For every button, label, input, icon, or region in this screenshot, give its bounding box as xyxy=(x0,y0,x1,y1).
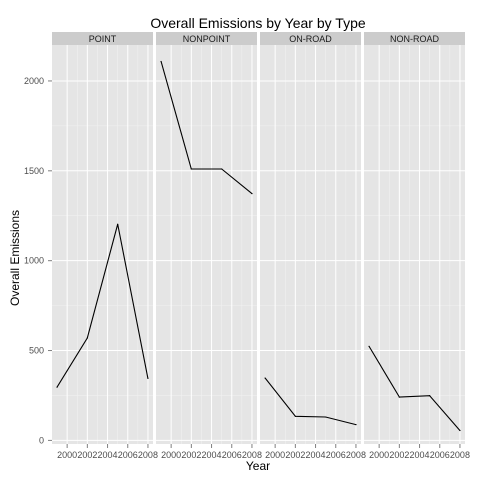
x-tick-label: 2008 xyxy=(138,450,158,460)
x-tick-label: 2004 xyxy=(98,450,118,460)
y-tick-label: 2000 xyxy=(24,76,44,86)
panel-background xyxy=(260,45,361,444)
x-tick-label: 2002 xyxy=(285,450,305,460)
panel-point: POINT 2000 2002 2004 2006 2008 xyxy=(52,32,158,460)
panel-nonpoint: NONPOINT 2000 2002 2004 2006 2008 xyxy=(156,32,262,460)
data-point xyxy=(325,416,327,418)
x-axis-title: Year xyxy=(246,459,270,473)
x-tick-label: 2000 xyxy=(369,450,389,460)
data-point xyxy=(117,223,119,225)
x-tick-label: 2006 xyxy=(430,450,450,460)
x-tick-label: 2000 xyxy=(57,450,77,460)
y-tick-label: 500 xyxy=(29,346,44,356)
panel-background xyxy=(52,45,153,444)
y-tick-label: 1500 xyxy=(24,166,44,176)
x-tick-label: 2004 xyxy=(202,450,222,460)
data-point xyxy=(429,395,431,397)
data-point xyxy=(160,60,162,63)
data-point xyxy=(190,168,192,170)
y-tick-label: 1000 xyxy=(24,256,44,266)
x-tick-label: 2002 xyxy=(389,450,409,460)
strip-label: POINT xyxy=(89,34,117,44)
strip-background xyxy=(364,32,465,45)
y-axis: 0 500 1000 1500 2000 xyxy=(24,76,52,445)
y-tick-label: 0 xyxy=(39,435,44,445)
data-point xyxy=(294,415,296,417)
chart-title: Overall Emissions by Year by Type xyxy=(150,15,366,31)
strip-background xyxy=(156,32,257,45)
panel-background xyxy=(364,45,465,444)
data-point xyxy=(147,377,149,379)
data-point xyxy=(355,423,357,426)
data-point xyxy=(56,386,58,388)
data-point xyxy=(221,168,223,170)
strip-background xyxy=(52,32,153,45)
strip-label: NON-ROAD xyxy=(390,34,439,44)
series-line xyxy=(160,61,253,195)
data-point xyxy=(368,345,370,348)
strip-label: NONPOINT xyxy=(183,34,231,44)
x-tick-label: 2002 xyxy=(181,450,201,460)
series-line xyxy=(56,224,149,388)
x-tick-label: 2006 xyxy=(118,450,138,460)
y-axis-title: Overall Emissions xyxy=(8,210,22,306)
panel-background xyxy=(156,45,257,444)
panel-on-road: ON-ROAD 2000 2002 2004 2006 2008 xyxy=(260,32,366,460)
data-point xyxy=(86,337,88,339)
x-tick-label: 2000 xyxy=(161,450,181,460)
panel-non-road: NON-ROAD 2000 2002 2004 2006 2008 xyxy=(364,32,470,460)
x-tick-label: 2004 xyxy=(410,450,430,460)
x-tick-label: 2006 xyxy=(222,450,242,460)
data-point xyxy=(459,429,461,432)
series-line xyxy=(264,377,357,426)
x-tick-label: 2008 xyxy=(450,450,470,460)
strip-label: ON-ROAD xyxy=(289,34,332,44)
series-line xyxy=(368,346,461,431)
data-point xyxy=(264,377,266,379)
x-tick-label: 2002 xyxy=(77,450,97,460)
x-tick-label: 2008 xyxy=(242,450,262,460)
x-tick-label: 2008 xyxy=(346,450,366,460)
x-tick-label: 2004 xyxy=(306,450,326,460)
strip-background xyxy=(260,32,361,45)
x-tick-label: 2006 xyxy=(326,450,346,460)
data-point xyxy=(398,396,400,398)
data-point xyxy=(251,193,253,195)
x-tick-label: 2000 xyxy=(265,450,285,460)
